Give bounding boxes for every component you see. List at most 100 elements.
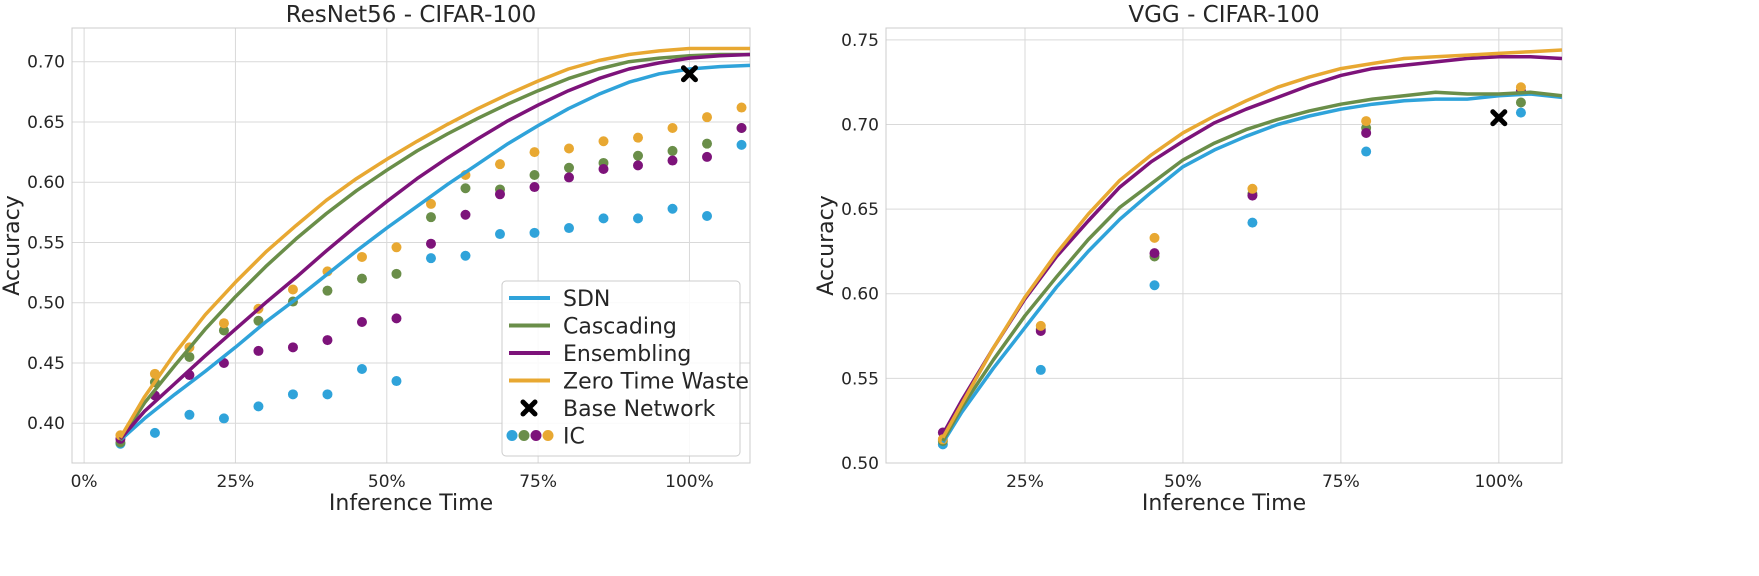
series-line-sdn — [119, 63, 750, 442]
ic-point-cascading — [184, 351, 195, 362]
ic-point-zero-time-waste — [633, 132, 644, 143]
ic-point-sdn — [218, 413, 229, 424]
ic-point-zero-time-waste — [287, 284, 298, 295]
x-tick-label: 0% — [71, 472, 98, 492]
plot-area — [937, 48, 1562, 450]
ic-point-cascading — [633, 150, 644, 161]
series-line-cascading — [118, 52, 750, 442]
series-line-cascading — [941, 90, 1562, 442]
ic-point-sdn — [1361, 146, 1372, 157]
ic-point-sdn — [460, 250, 471, 261]
ic-point-zero-time-waste — [356, 251, 367, 262]
base-network-marker — [680, 65, 698, 83]
legend-label: IC — [563, 425, 585, 450]
y-tick-label: 0.50 — [27, 294, 65, 314]
legend-swatch — [542, 430, 554, 441]
ic-point-zero-time-waste — [1035, 320, 1046, 331]
ic-point-ensembling — [736, 123, 747, 134]
y-tick-label: 0.70 — [841, 115, 879, 135]
ic-point-cascading — [667, 145, 678, 156]
base-network-marker — [1490, 109, 1508, 127]
series-line-sdn — [941, 92, 1562, 444]
ic-point-sdn — [356, 364, 367, 375]
ic-point-ensembling — [356, 317, 367, 328]
ic-point-zero-time-waste — [667, 123, 678, 134]
ic-point-ensembling — [391, 313, 402, 324]
ic-point-cascading — [253, 315, 264, 326]
ic-point-sdn — [425, 253, 436, 264]
ic-point-zero-time-waste — [702, 112, 713, 123]
legend-label: Base Network — [563, 397, 716, 422]
ic-point-cascading — [460, 183, 471, 194]
legend-item-ic: IC — [506, 425, 585, 450]
ic-point-sdn — [529, 227, 540, 238]
ic-point-ensembling — [1149, 248, 1160, 259]
ic-point-ensembling — [287, 342, 298, 353]
legend-item-zero-time-waste: Zero Time Waste — [509, 370, 749, 395]
ic-point-zero-time-waste — [391, 242, 402, 253]
ic-point-sdn — [563, 223, 574, 234]
legend-item-base-network: Base Network — [520, 397, 716, 422]
legend-label: SDN — [563, 287, 610, 312]
ic-point-ensembling — [494, 189, 505, 200]
y-tick-label: 0.75 — [841, 31, 879, 51]
ic-point-zero-time-waste — [736, 102, 747, 113]
y-tick-label: 0.65 — [27, 113, 65, 133]
ic-point-zero-time-waste — [1361, 116, 1372, 127]
ic-point-ensembling — [529, 182, 540, 193]
ic-point-zero-time-waste — [1149, 232, 1160, 243]
y-tick-label: 0.60 — [27, 173, 65, 193]
ic-point-zero-time-waste — [598, 136, 609, 147]
y-tick-label: 0.55 — [27, 233, 65, 253]
ic-point-sdn — [1247, 217, 1258, 228]
legend-label: Cascading — [563, 315, 677, 340]
legend-item-sdn: SDN — [509, 287, 610, 312]
ic-point-ensembling — [1361, 127, 1372, 138]
ic-point-cascading — [1515, 97, 1526, 108]
ic-point-sdn — [184, 409, 195, 420]
ic-point-ensembling — [460, 209, 471, 220]
ic-point-zero-time-waste — [563, 143, 574, 154]
series-line-zero-time-waste — [941, 48, 1562, 439]
x-tick-label: 50% — [1164, 472, 1202, 492]
ic-point-zero-time-waste — [425, 198, 436, 209]
legend-swatch — [518, 430, 530, 441]
ic-points-ensembling — [937, 85, 1526, 438]
ic-point-zero-time-waste — [218, 318, 229, 329]
chart-title: ResNet56 - CIFAR-100 — [286, 2, 537, 28]
chart-title: VGG - CIFAR-100 — [1128, 2, 1319, 28]
legend-item-ensembling: Ensembling — [509, 342, 691, 367]
ic-point-sdn — [736, 139, 747, 150]
x-axis-label: Inference Time — [1142, 491, 1306, 516]
y-tick-label: 0.55 — [841, 369, 879, 389]
y-tick-label: 0.65 — [841, 200, 879, 220]
ic-point-sdn — [253, 401, 264, 412]
ic-point-cascading — [529, 170, 540, 181]
ic-points-cascading — [937, 97, 1526, 446]
ic-point-sdn — [633, 213, 644, 224]
x-tick-label: 25% — [1006, 472, 1044, 492]
ic-point-cascading — [702, 138, 713, 149]
legend-box — [501, 280, 741, 457]
ic-point-cascading — [563, 162, 574, 173]
legend-swatch — [506, 430, 518, 441]
ic-point-ensembling — [425, 238, 436, 249]
x-axis-label: Inference Time — [329, 491, 493, 516]
legend-label: Ensembling — [563, 342, 691, 367]
ic-point-sdn — [667, 203, 678, 214]
ic-point-sdn — [598, 213, 609, 224]
plot-frame — [71, 27, 751, 464]
ic-point-ensembling — [702, 151, 713, 162]
legend-swatch — [520, 399, 538, 417]
ic-point-cascading — [391, 268, 402, 279]
y-tick-label: 0.70 — [27, 53, 65, 73]
ic-point-cascading — [322, 285, 333, 296]
ic-point-ensembling — [598, 163, 609, 174]
x-tick-label: 100% — [1475, 472, 1524, 492]
plot-frame — [885, 27, 1563, 464]
ic-point-cascading — [218, 325, 229, 336]
series-line-zero-time-waste — [118, 46, 750, 439]
ic-point-zero-time-waste — [494, 159, 505, 170]
ic-point-zero-time-waste — [1515, 82, 1526, 93]
series-line-ensembling — [941, 55, 1562, 436]
